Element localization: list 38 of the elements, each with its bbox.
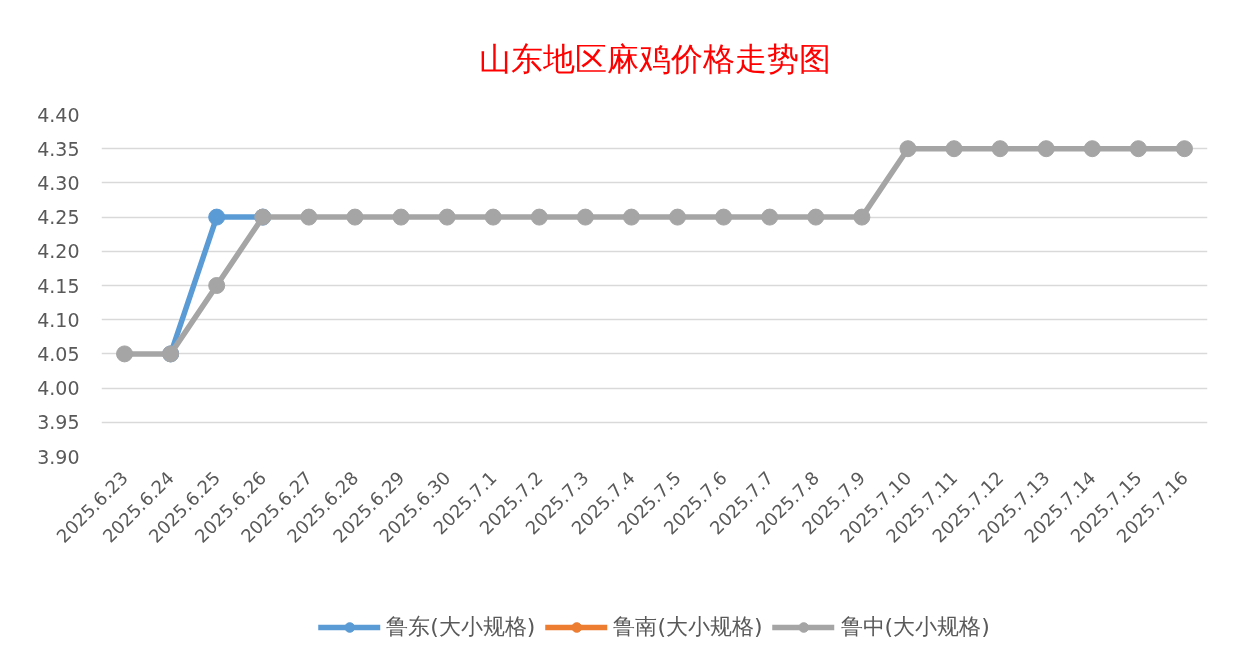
- point: [576, 208, 594, 226]
- y-tick-label: 3.90: [37, 445, 80, 468]
- point: [392, 208, 410, 226]
- chart-title: 山东地区麻鸡价格走势图: [478, 40, 831, 77]
- point: [899, 140, 917, 158]
- y-tick-label: 4.35: [37, 137, 80, 160]
- point: [1175, 140, 1193, 158]
- point: [1037, 140, 1055, 158]
- y-tick-label: 4.20: [37, 240, 80, 263]
- point: [761, 208, 779, 226]
- point: [622, 208, 640, 226]
- point: [991, 140, 1009, 158]
- y-tick-label: 4.30: [37, 171, 80, 194]
- point: [530, 208, 548, 226]
- point: [484, 208, 502, 226]
- point: [208, 277, 226, 294]
- point: [116, 345, 134, 363]
- point: [208, 208, 226, 226]
- point: [945, 140, 963, 158]
- point: [346, 208, 364, 226]
- point: [807, 208, 825, 226]
- point: [1083, 140, 1101, 158]
- point: [715, 208, 733, 226]
- y-tick-label: 4.25: [37, 206, 80, 229]
- legend-label: 鲁东(大小规格): [386, 613, 536, 641]
- point: [853, 208, 871, 226]
- point: [669, 208, 687, 226]
- y-tick-label: 3.95: [37, 411, 80, 434]
- y-tick-label: 4.40: [37, 103, 80, 126]
- point: [300, 208, 318, 226]
- y-tick-label: 4.15: [37, 274, 80, 297]
- legend-label: 鲁中(大小规格): [840, 613, 990, 641]
- y-tick-label: 4.00: [37, 377, 80, 400]
- y-tick-label: 4.05: [37, 342, 80, 365]
- legend-label: 鲁南(大小规格): [613, 613, 763, 641]
- point: [438, 208, 456, 226]
- y-tick-label: 4.10: [37, 308, 80, 331]
- point: [1129, 140, 1147, 158]
